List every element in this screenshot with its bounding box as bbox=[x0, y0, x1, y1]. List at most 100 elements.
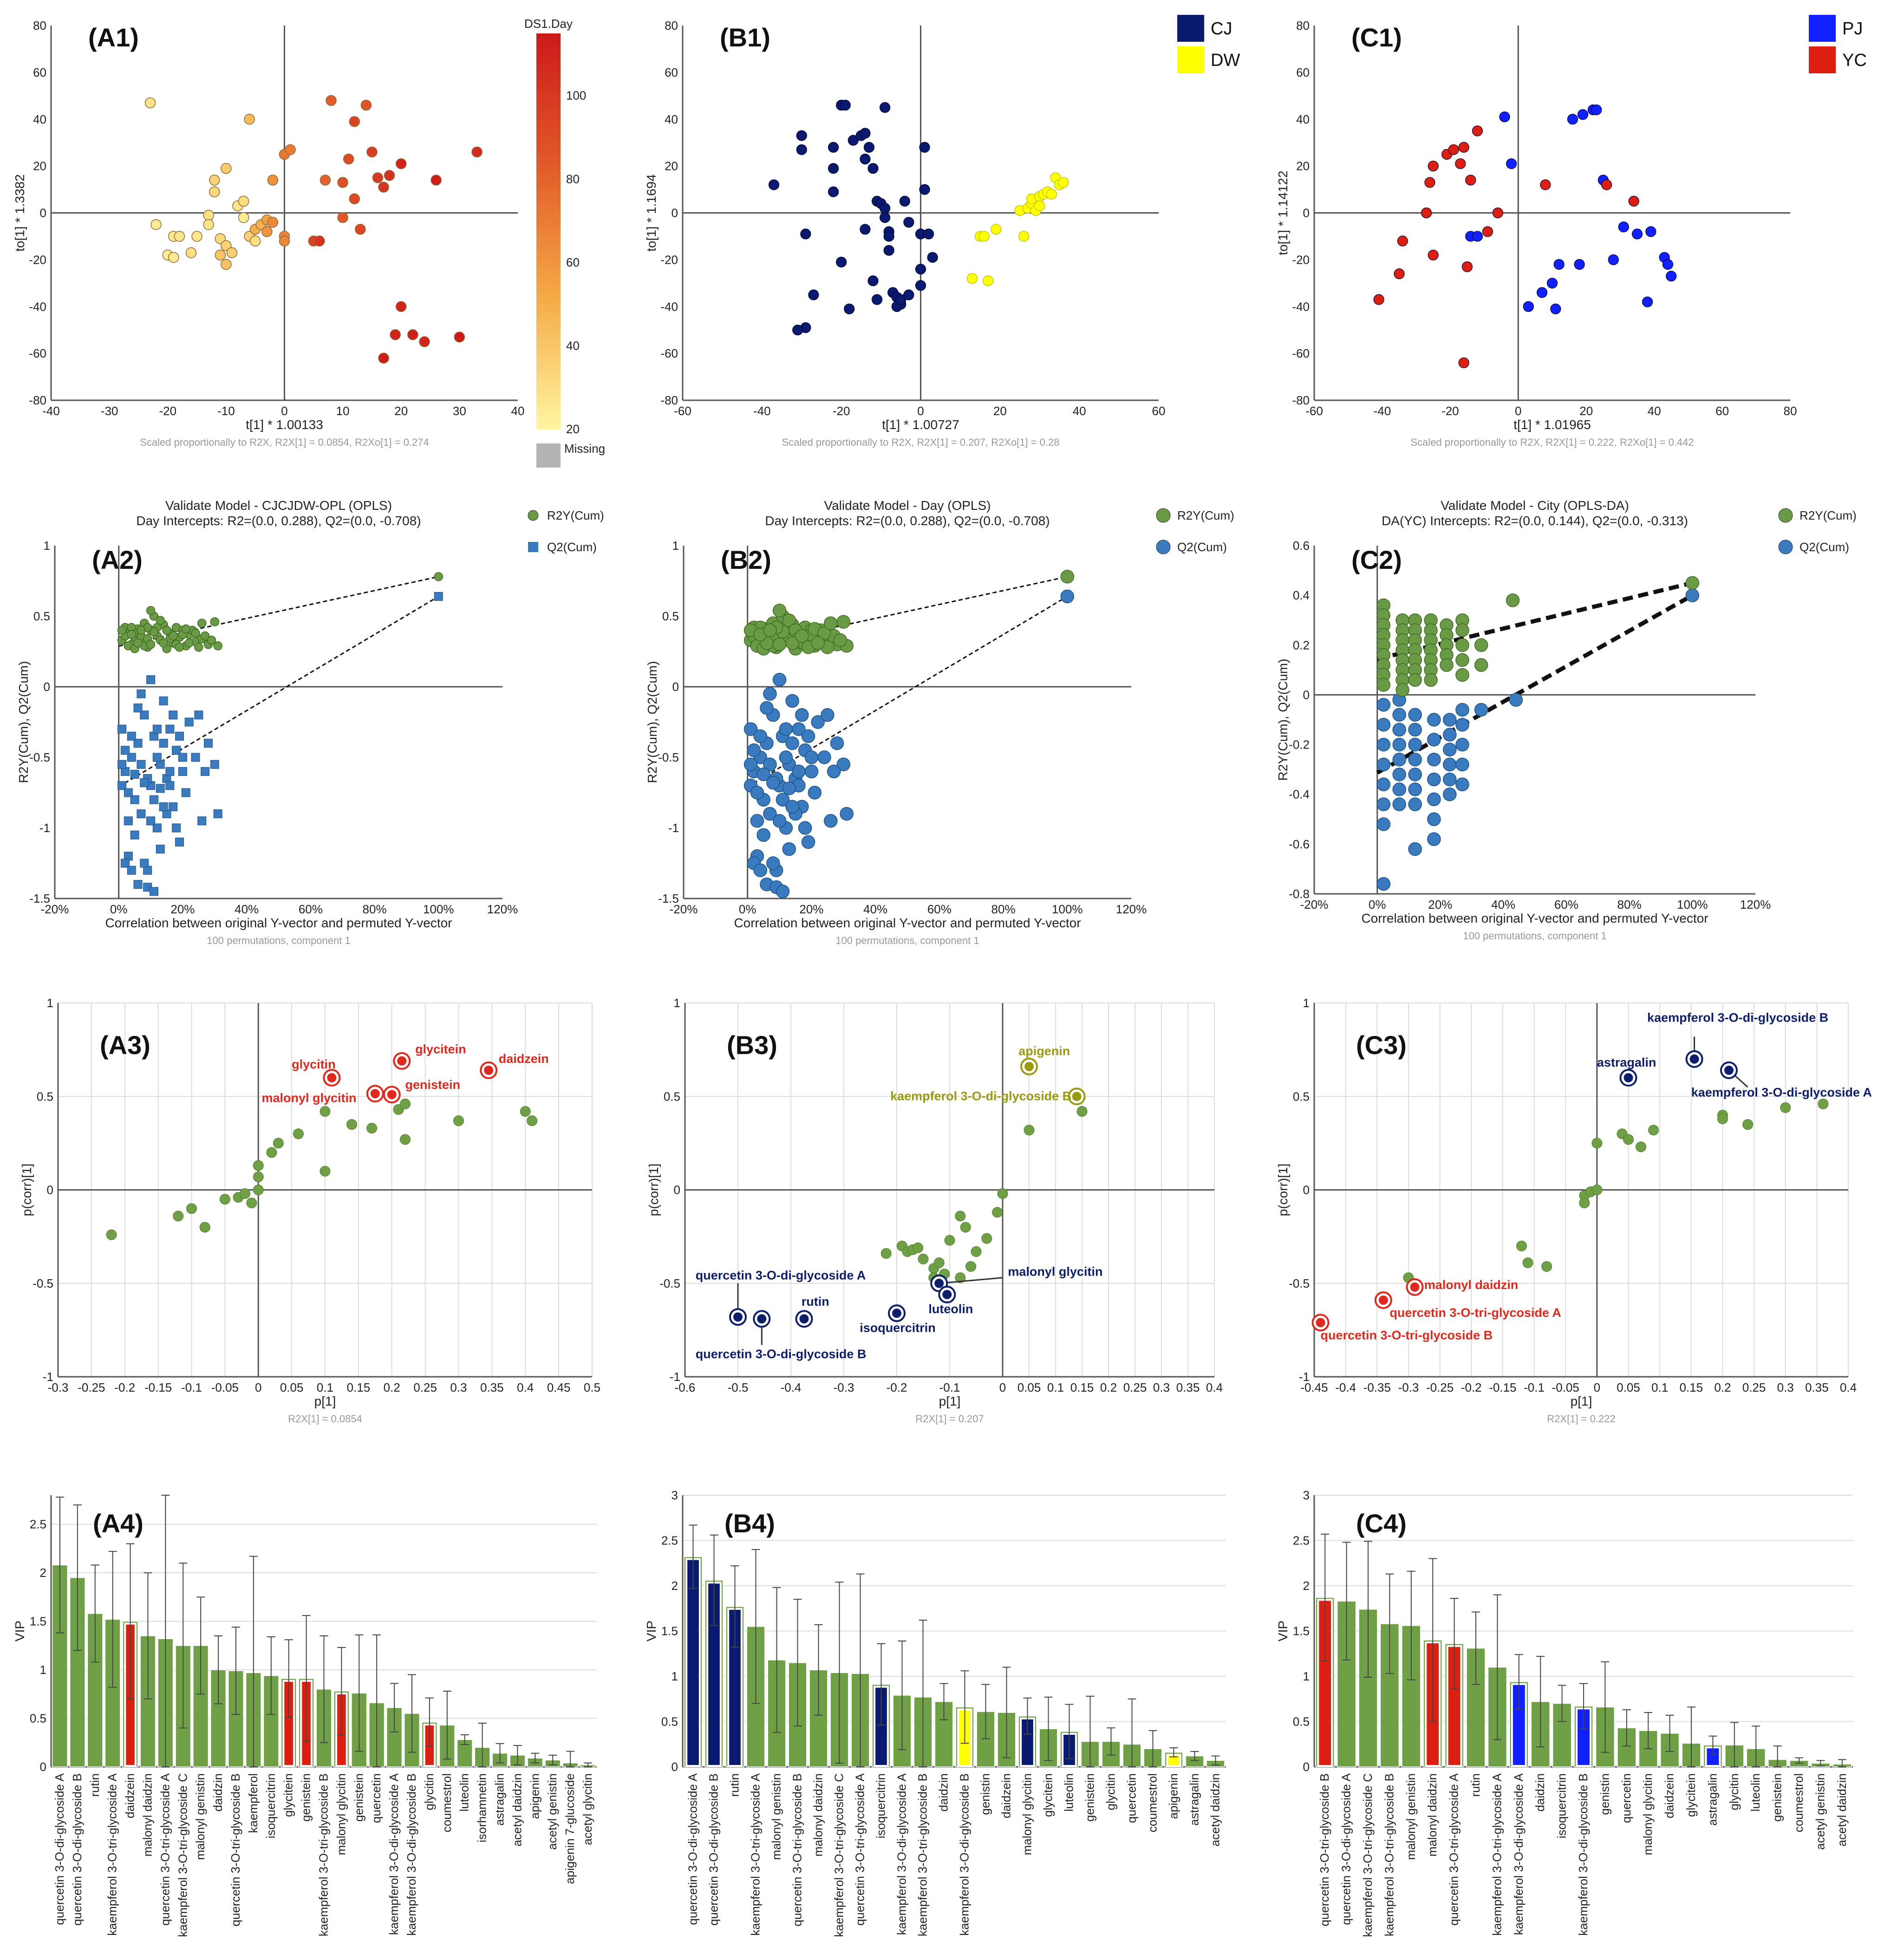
q2-point bbox=[117, 724, 127, 734]
sample-point-cj bbox=[903, 217, 914, 228]
q2-point bbox=[753, 729, 768, 743]
sample-point-yc bbox=[1448, 144, 1459, 155]
category-label: isoquercitrin bbox=[874, 1773, 888, 1838]
q2-point bbox=[1392, 797, 1406, 811]
sample-point bbox=[378, 182, 389, 193]
r2y-point bbox=[763, 623, 777, 638]
x-tick-label: -0.45 bbox=[1300, 1380, 1328, 1394]
r2y-point bbox=[1474, 658, 1488, 672]
sample-point bbox=[396, 158, 407, 169]
x-tick-label: 0 bbox=[281, 404, 287, 418]
q2-point bbox=[1455, 717, 1469, 732]
category-label: coumestrol bbox=[1792, 1773, 1806, 1832]
category-label: genistein bbox=[299, 1773, 313, 1822]
y-tick-label: -80 bbox=[660, 393, 678, 407]
x-tick-label: 40% bbox=[1491, 898, 1515, 912]
panel-b3-s-plot: -0.6 -0.5 -0.4 -0.3 -0.2 -0.1 0 0.05 0.1 0.15 0.2 0… bbox=[646, 996, 1223, 1425]
q2-point bbox=[133, 739, 143, 748]
category-label: kaempferol 3-O-di-glycoside B bbox=[1576, 1773, 1590, 1936]
q2-point bbox=[747, 743, 761, 757]
category-label: daidzin bbox=[1533, 1773, 1547, 1811]
variable-point bbox=[1623, 1134, 1634, 1145]
colorbar-missing-swatch bbox=[536, 443, 561, 468]
q2-point bbox=[156, 845, 165, 854]
q2-point bbox=[159, 696, 168, 705]
sample-point-pj bbox=[1666, 271, 1677, 282]
sample-point-yc bbox=[1455, 158, 1466, 169]
x-tick-label: -20% bbox=[41, 902, 69, 916]
sample-point-dw bbox=[1046, 189, 1057, 200]
category-label: genistin bbox=[978, 1773, 992, 1815]
q2-point bbox=[130, 830, 139, 840]
q2-point bbox=[197, 816, 207, 826]
q2-point bbox=[776, 793, 790, 807]
sample-point bbox=[221, 259, 232, 270]
q2-point bbox=[1060, 589, 1075, 604]
q2-point bbox=[1427, 733, 1441, 747]
y-tick-label: 1 bbox=[672, 539, 679, 553]
legend-marker-1 bbox=[1156, 540, 1171, 554]
x-tick-label: 80% bbox=[363, 902, 387, 916]
sample-point bbox=[185, 247, 197, 258]
sample-point-pj bbox=[1499, 111, 1510, 123]
x-tick-label: -0.5 bbox=[728, 1380, 749, 1394]
q2-point bbox=[204, 739, 213, 748]
x-tick-label: 0.2 bbox=[384, 1380, 400, 1394]
panel-label: (B4) bbox=[724, 1509, 775, 1538]
footnote: 100 permutations, component 1 bbox=[835, 935, 979, 946]
y-tick-label: -80 bbox=[29, 393, 46, 407]
q2-point bbox=[1408, 737, 1422, 752]
r2y-point bbox=[162, 625, 171, 635]
y-tick-label: -1.5 bbox=[29, 892, 50, 905]
sample-point-cj bbox=[836, 256, 847, 268]
category-label: quercetin 3-O-di-glycoside A bbox=[686, 1773, 700, 1925]
y-tick-label: 0.5 bbox=[37, 1089, 53, 1103]
legend-label-1: Q2(Cum) bbox=[1800, 540, 1849, 554]
y-tick-label: 60 bbox=[665, 65, 678, 79]
x-tick-label: 60 bbox=[1152, 404, 1166, 418]
panel-c1-scores-plot: -60 -40 -20 0 20 40 60 80-80-60-40-20020406080t… bbox=[1276, 15, 1867, 448]
y-tick-label: -0.6 bbox=[1289, 837, 1310, 851]
y-tick-label: 20 bbox=[665, 159, 678, 173]
annotation-leader-line bbox=[939, 1277, 1003, 1284]
sample-point bbox=[144, 97, 156, 109]
sample-point-cj bbox=[880, 202, 891, 214]
sample-point-cj bbox=[895, 294, 906, 305]
x-tick-label: -0.1 bbox=[939, 1380, 960, 1394]
panel-c3-s-plot: -0.45 -0.4 -0.35 -0.3 -0.25 -0.2 -0.15 -0.1 -0.0… bbox=[1276, 996, 1872, 1425]
annotation-label: astragalin bbox=[1597, 1055, 1656, 1069]
q2-point bbox=[1427, 752, 1441, 767]
q2-point bbox=[804, 750, 819, 764]
legend-swatch-pj bbox=[1809, 15, 1836, 42]
x-tick-label: -40 bbox=[753, 404, 771, 418]
variable-point bbox=[955, 1211, 966, 1222]
category-label: rutin bbox=[88, 1773, 102, 1797]
r2y-point bbox=[184, 638, 194, 648]
x-tick-label: 0 bbox=[1594, 1380, 1600, 1394]
legend-label-1: Q2(Cum) bbox=[1177, 540, 1227, 554]
sample-point-cj bbox=[863, 142, 875, 153]
sample-point bbox=[419, 336, 430, 347]
annotation-label: kaempferol 3-O-di-glycoside A bbox=[1691, 1085, 1872, 1099]
category-label: kaempferol 3-O-tri-glycoside A bbox=[1490, 1773, 1504, 1935]
variable-point bbox=[320, 1166, 331, 1177]
q2-point bbox=[763, 807, 777, 821]
y-tick-label: -1 bbox=[1299, 1370, 1310, 1384]
x-tick-label: 0.3 bbox=[450, 1380, 467, 1394]
highlight-point bbox=[1410, 1282, 1420, 1292]
x-tick-label: 0.15 bbox=[347, 1380, 371, 1394]
category-label: isoquercitrin bbox=[264, 1773, 278, 1838]
q2-point bbox=[823, 814, 838, 828]
y-tick-label: 0.6 bbox=[1293, 539, 1310, 553]
q2-point bbox=[137, 689, 146, 698]
r2y-point bbox=[200, 631, 210, 641]
category-label: malonyl glycitin bbox=[334, 1773, 348, 1855]
y-tick-label: -20 bbox=[29, 253, 46, 267]
y-axis-label: p(corr)[1] bbox=[1276, 1164, 1290, 1217]
x-tick-label: 40 bbox=[1073, 404, 1086, 418]
q2-point bbox=[1455, 737, 1469, 752]
annotation-label: quercetin 3-O-tri-glycoside B bbox=[1321, 1328, 1493, 1342]
y-tick-label: 1 bbox=[40, 1663, 46, 1677]
variable-point bbox=[266, 1147, 277, 1158]
x-tick-label: 0.25 bbox=[1742, 1380, 1766, 1394]
